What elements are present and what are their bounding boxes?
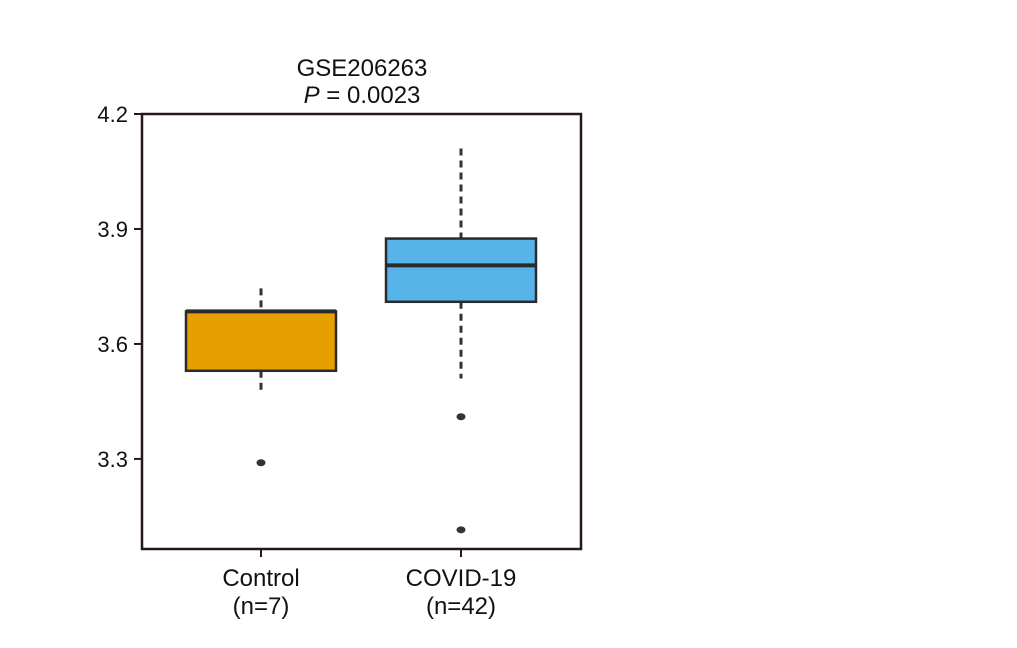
plot-frame	[140, 112, 583, 551]
iqr-box	[184, 310, 338, 373]
p-symbol: P	[304, 82, 320, 109]
outlier-point	[456, 526, 466, 534]
y-tick-label: 4.2	[97, 102, 128, 127]
x-category-label: COVID-19	[406, 565, 517, 592]
x-sample-size-label: (n=7)	[233, 593, 290, 620]
y-tick-label: 3.3	[97, 447, 128, 472]
chart-subtitle: P = 0.0023	[304, 82, 421, 109]
iqr-box	[384, 237, 538, 304]
x-sample-size-label: (n=42)	[426, 593, 496, 620]
x-category-label: Control	[222, 565, 299, 592]
outlier-point	[256, 459, 266, 467]
outlier-point	[456, 413, 466, 421]
y-tick-label: 3.9	[97, 217, 128, 242]
y-tick-label: 3.6	[97, 332, 128, 357]
chart-title: GSE206263	[297, 55, 428, 82]
p-value: = 0.0023	[320, 82, 421, 109]
plot-area: 3.3 3.6 3.9 4.2 Control(n=7) COVID-19(n=42)	[97, 102, 538, 620]
